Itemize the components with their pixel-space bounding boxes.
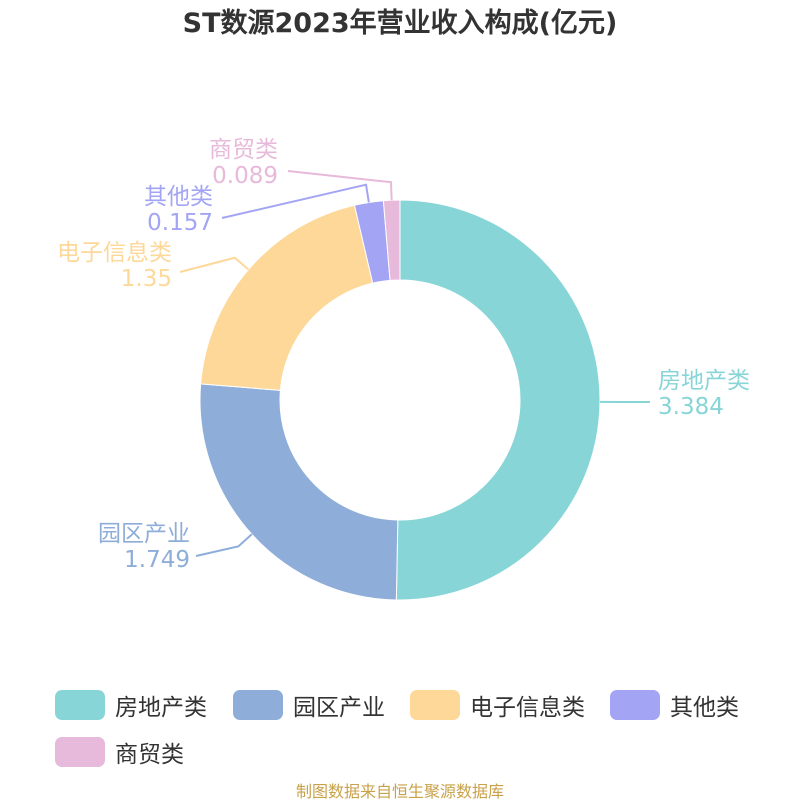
slice-label-value: 3.384 xyxy=(658,394,724,420)
legend-item-房地产类[interactable]: 房地产类 xyxy=(55,688,207,722)
leader-line-商贸类 xyxy=(288,171,392,200)
slice-label-name: 商贸类 xyxy=(209,137,278,163)
leader-line-园区产业 xyxy=(196,534,252,556)
donut-slice-园区产业[interactable] xyxy=(200,384,398,600)
slice-label-value: 0.089 xyxy=(212,163,278,189)
legend-swatch xyxy=(233,690,283,720)
source-note: 制图数据来自恒生聚源数据库 xyxy=(0,778,800,802)
donut-slice-房地产类[interactable] xyxy=(396,200,600,600)
slice-label-value: 1.749 xyxy=(124,547,190,573)
legend-label: 其他类 xyxy=(670,688,739,722)
legend-swatch xyxy=(410,690,460,720)
leader-line-电子信息类 xyxy=(180,258,248,272)
legend-item-园区产业[interactable]: 园区产业 xyxy=(233,688,385,722)
legend-item-电子信息类[interactable]: 电子信息类 xyxy=(410,688,585,722)
legend-label: 园区产业 xyxy=(293,688,385,722)
legend-label: 电子信息类 xyxy=(470,688,585,722)
legend-swatch xyxy=(55,690,105,720)
legend-item-商贸类[interactable]: 商贸类 xyxy=(55,735,184,769)
slice-label-name: 园区产业 xyxy=(98,521,190,547)
slice-label-value: 0.157 xyxy=(147,210,213,236)
legend-swatch xyxy=(55,737,105,767)
slice-label-name: 电子信息类 xyxy=(57,240,172,266)
slice-label-name: 其他类 xyxy=(144,184,213,210)
legend-item-其他类[interactable]: 其他类 xyxy=(610,688,739,722)
donut-slice-电子信息类[interactable] xyxy=(201,205,373,390)
slice-label-name: 房地产类 xyxy=(658,368,750,394)
slice-label-value: 1.35 xyxy=(121,266,172,292)
legend-label: 房地产类 xyxy=(115,688,207,722)
legend-swatch xyxy=(610,690,660,720)
legend-label: 商贸类 xyxy=(115,735,184,769)
